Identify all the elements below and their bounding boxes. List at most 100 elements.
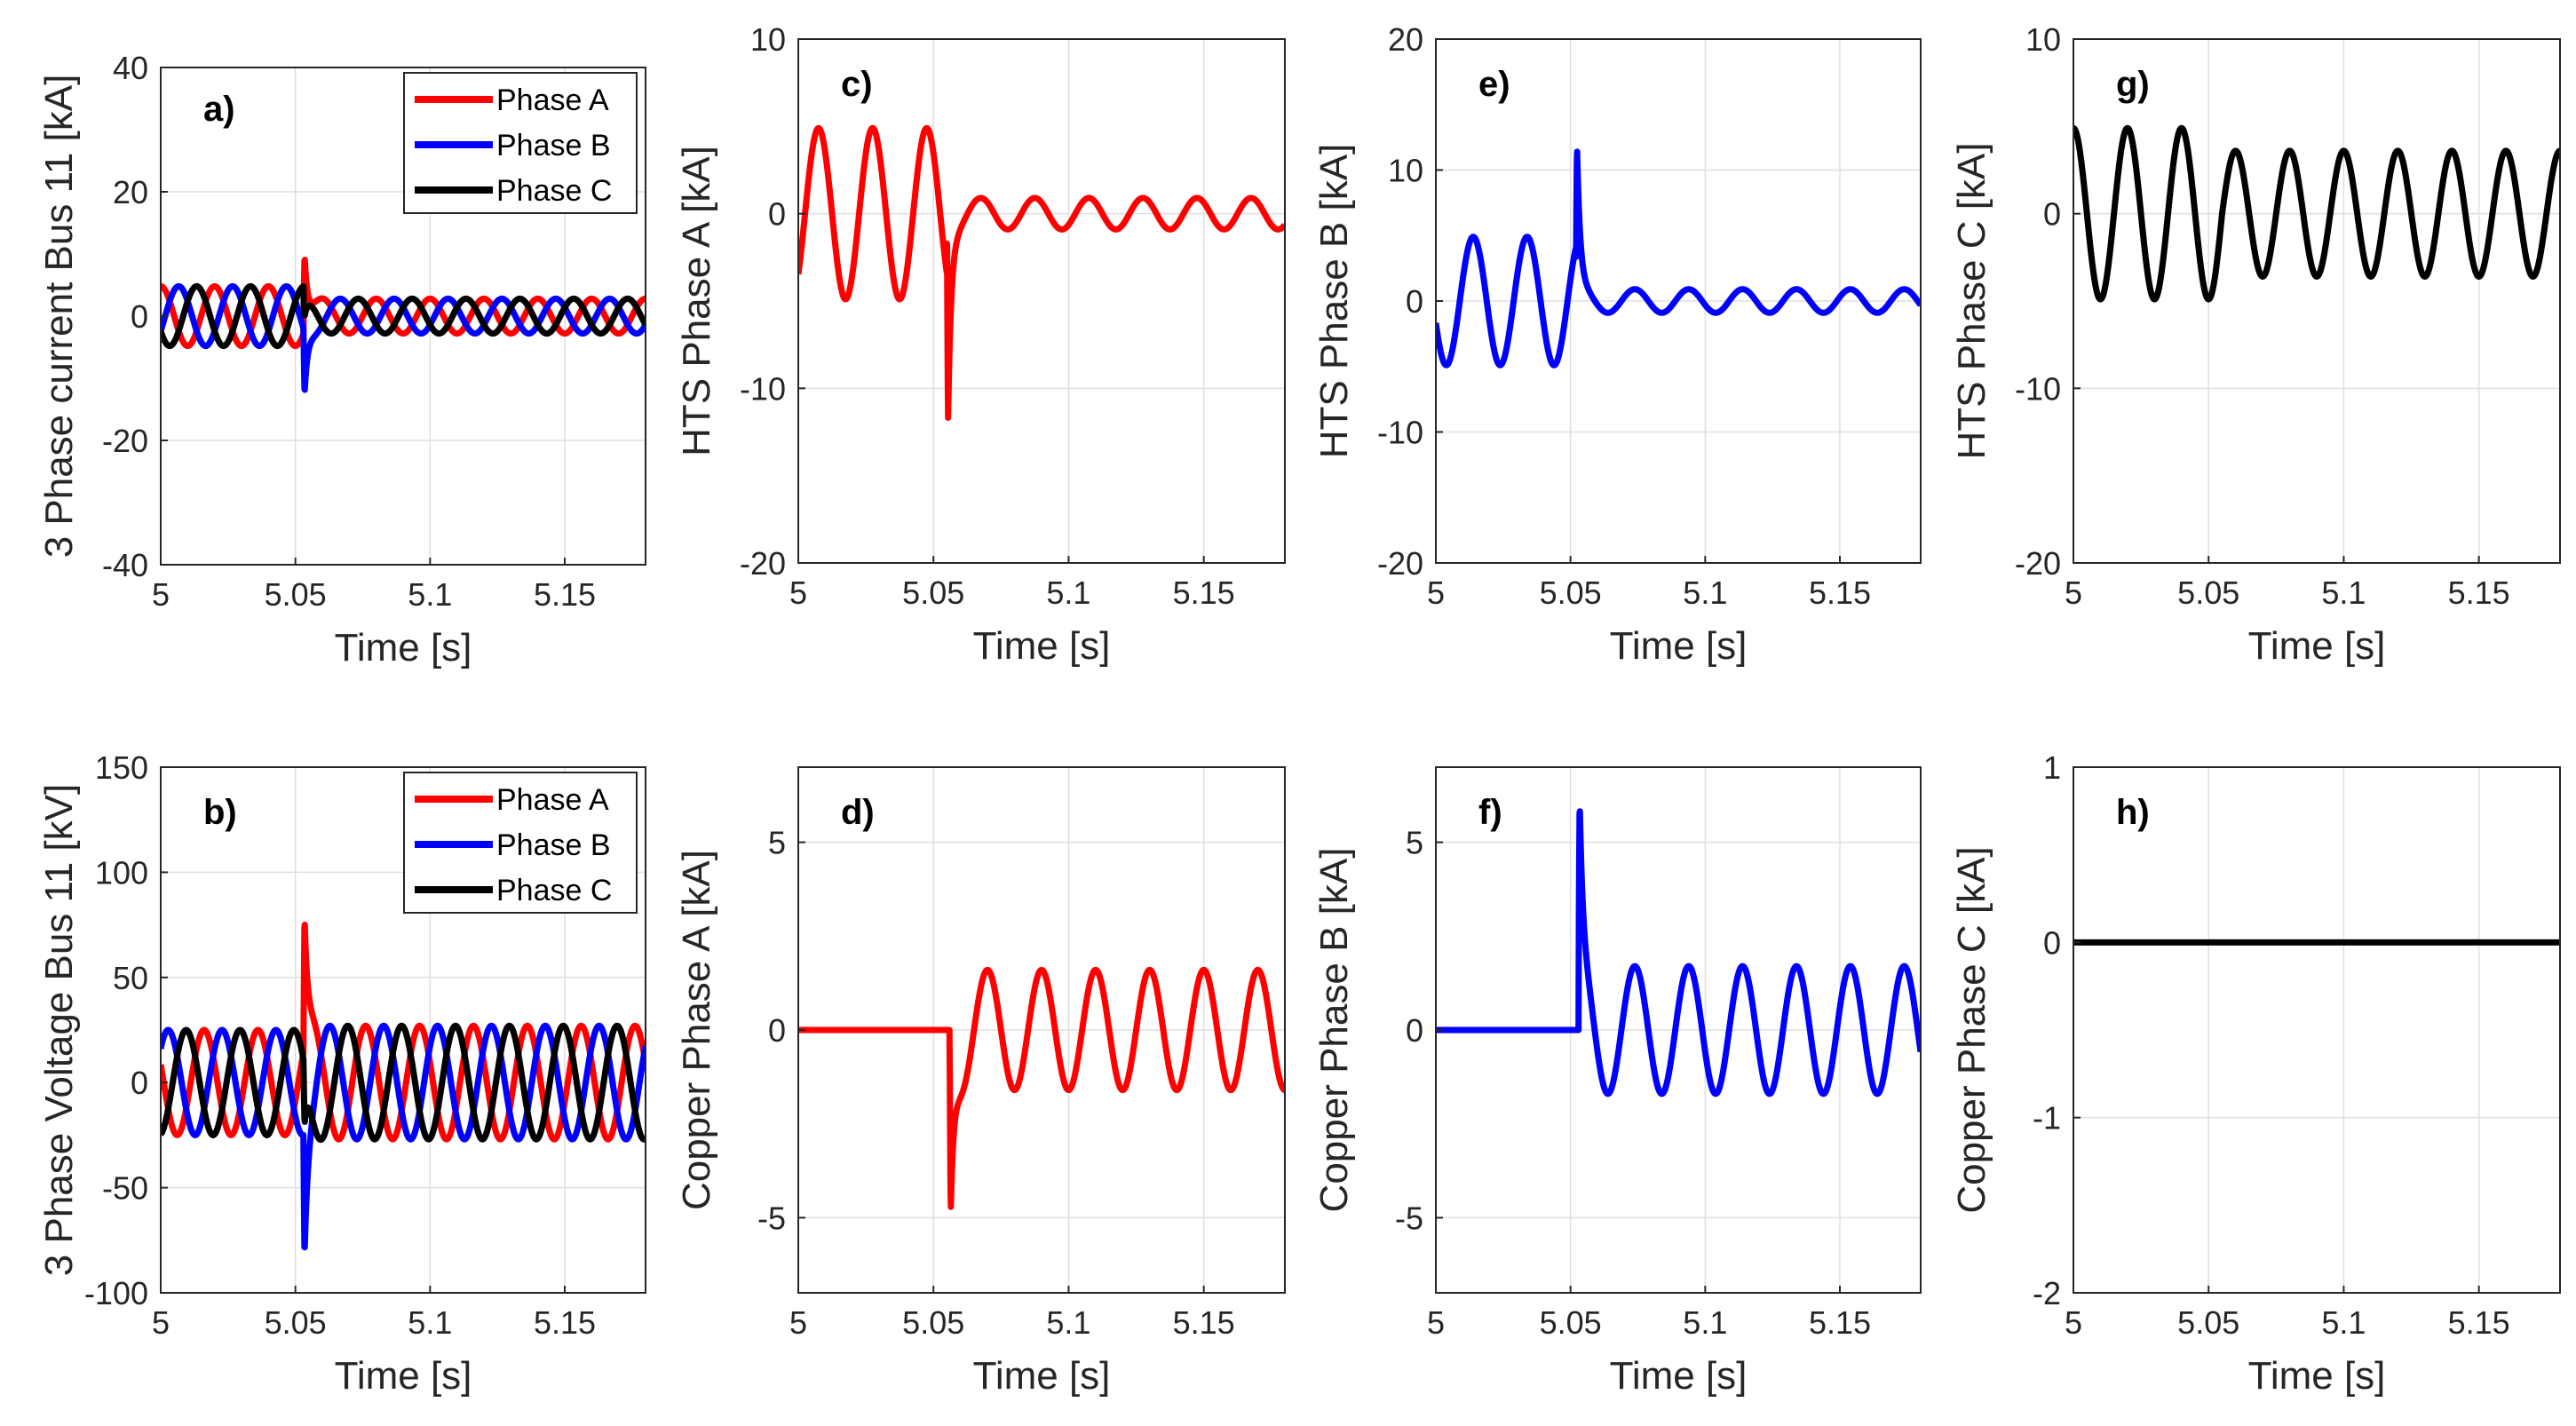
x-tick-label: 5.15 — [1173, 1304, 1235, 1341]
x-tick-label: 5.15 — [1809, 574, 1871, 611]
panel-e: 5 5.05 5.1 5.15 -20 -10 0 10 20 Time [s] HTS Phase… — [1312, 21, 1922, 668]
y-tick-label: 10 — [2025, 21, 2061, 58]
y-axis-label: HTS Phase A [kA] — [675, 146, 718, 456]
axes-frame — [2073, 38, 2561, 564]
y-tick-label: 20 — [1388, 21, 1423, 58]
y-tick-label: -10 — [1377, 415, 1423, 451]
axes-frame — [2073, 766, 2561, 1294]
x-tick-label: 5 — [1427, 574, 1445, 611]
x-axis-label: Time [s] — [973, 1354, 1111, 1398]
x-tick-label: 5.05 — [2177, 574, 2239, 611]
y-tick-label: -2 — [2033, 1275, 2061, 1311]
y-tick-label: 0 — [1406, 1012, 1423, 1049]
panel-c: 5 5.05 5.1 5.15 -20 -10 0 10 Time [s] HTS Phase A… — [675, 21, 1286, 668]
y-tick-label: -20 — [102, 423, 148, 459]
axes-frame — [797, 38, 1286, 564]
panel-f: 5 5.05 5.1 5.15 -5 0 5 Time [s] Copper Phase B [… — [1312, 766, 1922, 1398]
x-tick-label: 5.15 — [534, 576, 596, 613]
series-line-phase-c — [161, 282, 646, 350]
series-line — [2073, 124, 2560, 303]
y-tick-label: -40 — [102, 547, 148, 583]
panel-label: h) — [2116, 793, 2150, 832]
panel-b: 5 5.05 5.1 5.15 -100 -50 0 50 100 150 Time [s] 3 Ph… — [37, 749, 646, 1398]
plot-area — [798, 39, 1285, 563]
x-axis-label: Time [s] — [1610, 1354, 1748, 1398]
y-axis-label: Copper Phase A [kA] — [675, 850, 718, 1210]
x-tick-label: 5.1 — [1683, 574, 1727, 611]
panel-a: 5 5.05 5.1 5.15 -40 -20 0 20 40 Time [s] 3 Phase c… — [37, 50, 646, 669]
x-tick-label: 5.1 — [2321, 1304, 2366, 1341]
legend: Phase A Phase B Phase C — [403, 72, 638, 214]
y-tick-label: -20 — [1377, 545, 1423, 582]
y-tick-label: 5 — [768, 825, 786, 861]
y-tick-label: 0 — [2043, 924, 2061, 961]
y-tick-label: -20 — [2015, 545, 2061, 582]
x-tick-label: 5.05 — [1540, 574, 1602, 611]
legend-entry: Phase B — [496, 828, 611, 862]
x-tick-label: 5.15 — [2448, 574, 2510, 611]
y-tick-label: 0 — [768, 1012, 786, 1049]
legend: Phase A Phase B Phase C — [403, 772, 638, 914]
x-axis-label: Time [s] — [1610, 624, 1748, 668]
x-tick-label: 5.05 — [265, 1304, 327, 1341]
y-tick-label: 50 — [113, 960, 148, 996]
panel-label: f) — [1478, 793, 1502, 832]
y-tick-label: 10 — [1388, 153, 1423, 189]
y-axis-label: Copper Phase C [kA] — [1950, 846, 1993, 1213]
y-axis-label: Copper Phase B [kA] — [1312, 848, 1356, 1213]
x-axis-label: Time [s] — [335, 1354, 472, 1398]
y-tick-label: -5 — [757, 1200, 786, 1236]
x-tick-label: 5 — [789, 1304, 807, 1341]
panel-d: 5 5.05 5.1 5.15 -5 0 5 Time [s] Copper Phase A [… — [675, 766, 1286, 1398]
x-tick-label: 5 — [2065, 1304, 2082, 1341]
x-tick-label: 5.15 — [534, 1304, 596, 1341]
y-axis-label: HTS Phase C [kA] — [1950, 142, 1993, 459]
x-tick-label: 5 — [152, 1304, 170, 1341]
y-tick-label: 0 — [2043, 196, 2061, 233]
y-tick-label: 0 — [1406, 283, 1423, 320]
x-tick-label: 5.1 — [2321, 574, 2366, 611]
panel-label: b) — [203, 793, 237, 832]
y-tick-label: 10 — [750, 21, 786, 58]
x-tick-label: 5.15 — [1173, 574, 1235, 611]
x-tick-label: 5.1 — [408, 1304, 452, 1341]
x-tick-label: 5.05 — [265, 576, 327, 613]
panel-h: 5 5.05 5.1 5.15 -2 -1 0 1 Time [s] Copper Phase C… — [1950, 749, 2561, 1398]
y-tick-label: 40 — [113, 50, 148, 86]
y-tick-label: -10 — [740, 370, 786, 407]
x-tick-label: 5.1 — [1046, 574, 1090, 611]
x-axis-label: Time [s] — [2248, 1354, 2386, 1398]
panel-label: e) — [1478, 65, 1510, 104]
plot-area — [2073, 39, 2560, 563]
y-tick-label: 0 — [131, 298, 148, 335]
legend-entry: Phase A — [496, 83, 609, 117]
x-tick-label: 5 — [152, 576, 170, 613]
series-line-phase-b — [161, 1022, 646, 1251]
y-axis-label: HTS Phase B [kA] — [1312, 144, 1356, 459]
series-line — [798, 966, 1285, 1210]
series-line — [1436, 808, 1921, 1097]
x-tick-label: 5.05 — [1540, 1304, 1602, 1341]
y-tick-label: -50 — [102, 1170, 148, 1207]
x-tick-label: 5.1 — [1046, 1304, 1090, 1341]
y-axis-label: 3 Phase Voltage Bus 11 [kV] — [37, 784, 81, 1276]
series-line — [1436, 148, 1921, 368]
x-tick-label: 5.05 — [902, 1304, 964, 1341]
legend-entry: Phase C — [496, 174, 612, 208]
x-tick-label: 5 — [789, 574, 807, 611]
y-tick-label: 1 — [2043, 749, 2061, 786]
y-tick-label: 20 — [113, 174, 148, 210]
y-tick-label: -5 — [1395, 1200, 1423, 1236]
y-axis-label: 3 Phase current Bus 11 [kA] — [37, 75, 81, 559]
x-axis-label: Time [s] — [2248, 624, 2386, 668]
panel-label: d) — [841, 793, 875, 832]
panel-label: a) — [203, 90, 235, 129]
y-tick-label: 0 — [131, 1065, 148, 1101]
legend-entry: Phase A — [496, 783, 609, 817]
x-tick-label: 5 — [1427, 1304, 1445, 1341]
series-line-phase-a — [161, 257, 646, 350]
x-tick-label: 5.05 — [2177, 1304, 2239, 1341]
series-line-phase-c — [161, 1022, 646, 1144]
axes-frame — [160, 766, 646, 1294]
